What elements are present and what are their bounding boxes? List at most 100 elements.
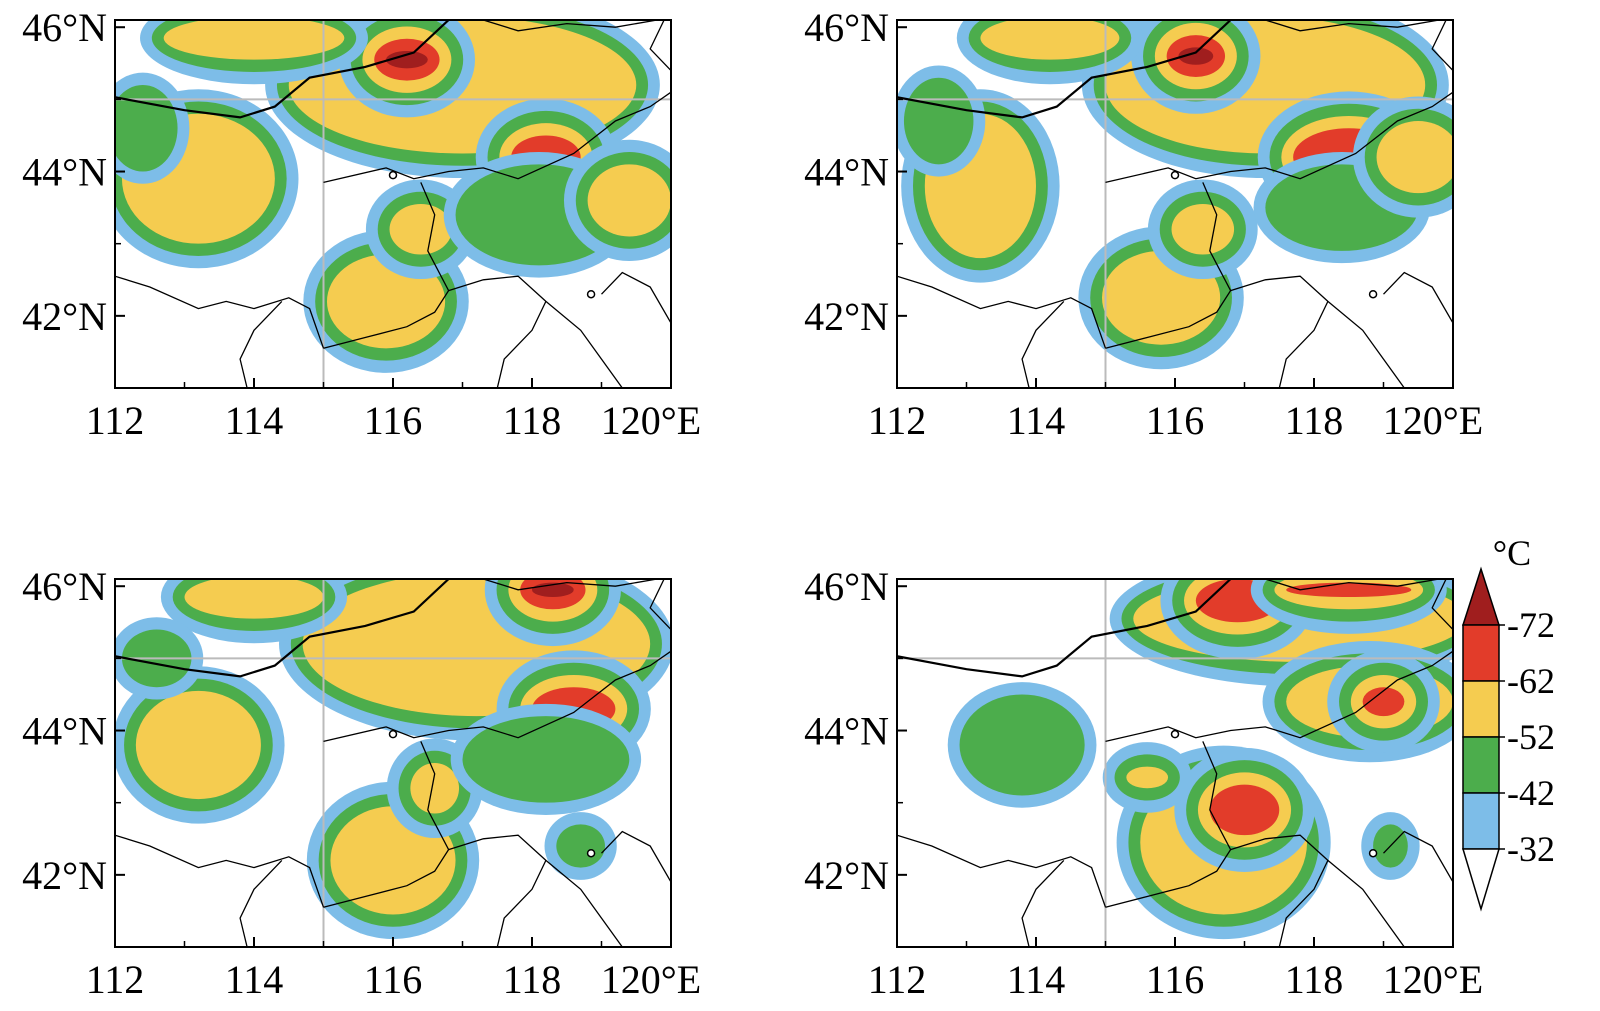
station-b-marker (1368, 848, 1378, 858)
x-tick-label: 118 (1285, 957, 1344, 1002)
contour-band (556, 824, 605, 868)
boundary-line (1278, 301, 1329, 388)
boundary-line (1278, 860, 1329, 947)
x-tick-label: 114 (225, 398, 284, 443)
x-tick-label: 120°E (1383, 398, 1483, 443)
boundary-line (897, 834, 1107, 908)
boundary-line (1265, 579, 1440, 591)
x-tick-label: 116 (364, 957, 423, 1002)
contour-band (1209, 784, 1280, 836)
colorbar-level-label: -32 (1507, 829, 1555, 869)
y-tick-label: 44°N (22, 709, 107, 754)
boundary-line (1105, 650, 1453, 743)
contour-band (1286, 582, 1412, 598)
x-tick-label: 116 (1146, 398, 1205, 443)
boundary-line (1021, 300, 1065, 388)
colorbar-level-label: -72 (1507, 605, 1555, 645)
station-a-marker (388, 170, 398, 180)
y-tick-label: 46°N (804, 564, 889, 609)
station-a-marker (388, 729, 398, 739)
contour-band (386, 51, 428, 69)
boundary-line (1230, 275, 1405, 388)
boundary-line (1431, 20, 1453, 71)
station-a-marker (1170, 729, 1180, 739)
map-content (897, 20, 1453, 388)
boundary-line (1431, 579, 1453, 630)
colorbar-segment (1462, 792, 1500, 850)
boundary-line (1021, 859, 1065, 947)
contour-band (959, 694, 1085, 796)
contour-band (587, 164, 671, 237)
contour-band (1376, 121, 1453, 194)
boundary-line (1383, 271, 1453, 324)
boundary-line (1383, 830, 1453, 883)
contour-band (1126, 766, 1169, 789)
panel-3: 112 114 116 118 120°E 42°N 44°N 46°N (22, 564, 701, 1002)
map-content (897, 579, 1453, 947)
colorbar-segment (1462, 736, 1500, 794)
y-tick-label: 42°N (804, 294, 889, 339)
boundary-line (323, 91, 671, 184)
colorbar-unit: °C (1493, 533, 1531, 573)
boundary-line (1105, 91, 1453, 184)
x-tick-label: 120°E (601, 398, 701, 443)
boundary-line (115, 20, 450, 119)
x-tick-label: 116 (1146, 957, 1205, 1002)
x-tick-label: 114 (225, 957, 284, 1002)
x-tick-label: 118 (503, 957, 562, 1002)
boundary-line (115, 275, 325, 349)
x-tick-label: 120°E (1383, 957, 1483, 1002)
station-a-marker (1170, 170, 1180, 180)
panel-4: 112 114 116 118 120°E 42°N 44°N 46°N (804, 564, 1483, 1002)
boundary-line (239, 300, 283, 388)
y-tick-label: 44°N (804, 150, 889, 195)
contour-band (135, 690, 261, 800)
colorbar-bottom-triangle (1461, 848, 1501, 912)
contour-band (163, 20, 345, 60)
contour-band (410, 763, 460, 814)
y-tick-label: 44°N (804, 709, 889, 754)
map-content (115, 20, 671, 388)
boundary-line (496, 301, 547, 388)
y-tick-label: 46°N (804, 5, 889, 50)
contour-band (462, 716, 630, 803)
y-tick-label: 42°N (22, 294, 107, 339)
x-tick-label: 114 (1007, 398, 1066, 443)
boundary-line (897, 579, 1232, 678)
boundary-line (897, 275, 1107, 349)
colorbar-top-triangle (1461, 566, 1501, 626)
x-tick-label: 114 (1007, 957, 1066, 1002)
colorbar-segment (1462, 624, 1500, 682)
colorbar: °C -72 -62 -52 -42 -32 (1461, 533, 1555, 912)
contour-band (389, 204, 453, 255)
contour-band (903, 77, 974, 165)
boundary-line (115, 834, 325, 908)
panel-1: 112 114 116 118 120°E 42°N 44°N 46°N (22, 5, 701, 443)
colorbar-level-label: -52 (1507, 717, 1555, 757)
boundary-line (897, 20, 1232, 119)
boundary-line (115, 579, 450, 678)
boundary-line (496, 860, 547, 947)
map-content (115, 579, 671, 947)
y-tick-label: 46°N (22, 5, 107, 50)
y-tick-label: 42°N (22, 853, 107, 898)
boundary-line (1265, 20, 1440, 32)
colorbar-segment (1462, 680, 1500, 738)
y-tick-label: 44°N (22, 150, 107, 195)
boundary-line (323, 650, 671, 743)
boundary-line (1105, 741, 1232, 908)
y-tick-label: 46°N (22, 564, 107, 609)
boundary-line (323, 182, 450, 349)
boundary-line (1105, 182, 1232, 349)
colorbar-level-label: -42 (1507, 773, 1555, 813)
boundary-line (448, 275, 623, 388)
x-tick-label: 118 (1285, 398, 1344, 443)
y-tick-label: 42°N (804, 853, 889, 898)
boundary-line (601, 830, 671, 883)
contour-band (184, 579, 324, 619)
boundary-line (323, 741, 450, 908)
x-tick-label: 112 (868, 957, 927, 1002)
contour-band (1171, 204, 1235, 255)
